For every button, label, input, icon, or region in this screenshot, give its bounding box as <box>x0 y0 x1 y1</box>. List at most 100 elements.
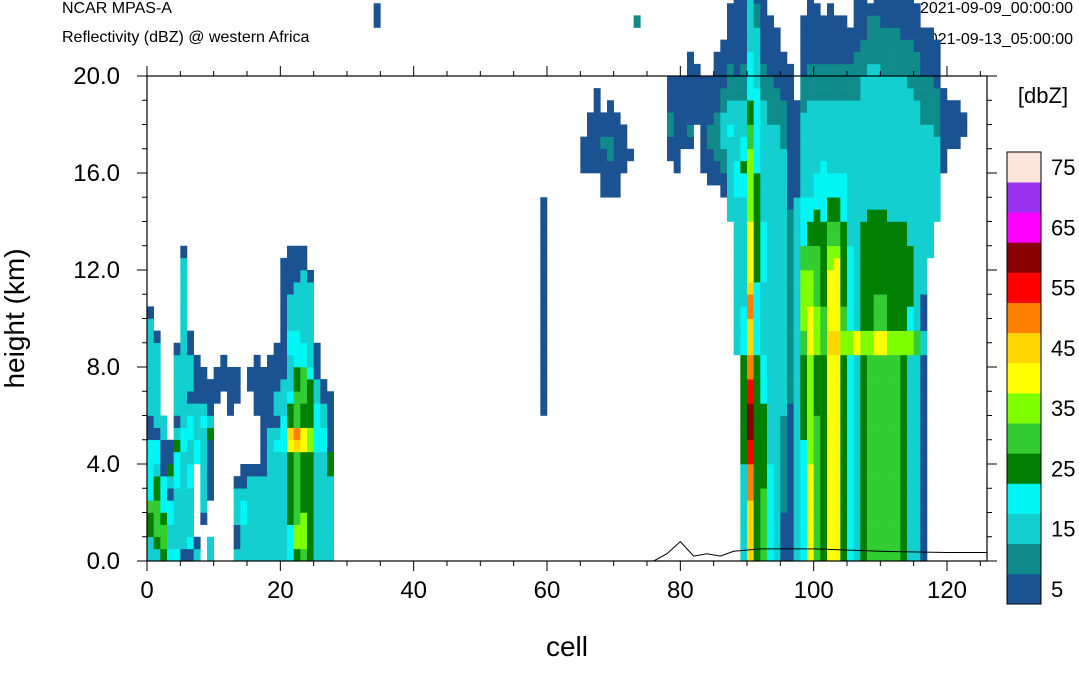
reflectivity-cell <box>167 464 174 477</box>
reflectivity-cell <box>267 439 274 453</box>
reflectivity-cell <box>787 524 794 538</box>
reflectivity-cell <box>373 15 381 28</box>
reflectivity-cell <box>540 379 548 392</box>
reflectivity-cell <box>813 488 821 501</box>
reflectivity-cell <box>820 512 828 525</box>
reflectivity-cell <box>740 51 748 65</box>
reflectivity-cell <box>780 330 788 344</box>
reflectivity-cell <box>200 367 208 380</box>
reflectivity-cell <box>160 548 168 562</box>
reflectivity-cell <box>247 500 254 513</box>
reflectivity-cell <box>873 536 881 550</box>
reflectivity-cell <box>767 88 774 101</box>
reflectivity-cell <box>880 282 888 295</box>
reflectivity-cell <box>253 367 261 380</box>
reflectivity-cell <box>320 391 328 404</box>
reflectivity-cell <box>260 500 268 513</box>
reflectivity-cell <box>307 330 314 344</box>
reflectivity-cell <box>820 476 828 489</box>
reflectivity-cell <box>920 318 928 331</box>
reflectivity-cell <box>300 257 308 271</box>
reflectivity-cell <box>953 124 961 137</box>
reflectivity-cell <box>273 451 281 465</box>
reflectivity-cell <box>827 488 834 501</box>
reflectivity-cell <box>927 124 934 137</box>
reflectivity-cell <box>853 197 861 210</box>
reflectivity-cell <box>740 379 748 392</box>
reflectivity-cell <box>720 160 728 174</box>
reflectivity-cell <box>733 221 741 234</box>
reflectivity-cell <box>907 306 914 319</box>
reflectivity-cell <box>820 160 828 174</box>
reflectivity-cell <box>167 488 174 501</box>
reflectivity-cell <box>740 148 748 162</box>
reflectivity-cell <box>807 39 814 53</box>
reflectivity-cell <box>873 3 881 16</box>
reflectivity-cell <box>760 488 768 501</box>
reflectivity-cell <box>860 185 868 198</box>
reflectivity-cell <box>860 233 868 247</box>
reflectivity-cell <box>907 136 914 150</box>
reflectivity-cell <box>887 403 894 416</box>
reflectivity-cell <box>840 270 848 283</box>
reflectivity-cell <box>153 403 161 416</box>
reflectivity-cell <box>867 112 874 125</box>
reflectivity-cell <box>947 100 954 113</box>
reflectivity-cell <box>807 354 814 368</box>
reflectivity-cell <box>853 39 861 53</box>
reflectivity-cell <box>207 415 214 428</box>
reflectivity-cell <box>887 548 894 562</box>
reflectivity-cell <box>893 476 901 489</box>
reflectivity-cell <box>853 124 861 137</box>
reflectivity-cell <box>853 76 861 89</box>
reflectivity-cell <box>893 160 901 174</box>
reflectivity-cell <box>593 124 601 137</box>
reflectivity-cell <box>867 415 874 428</box>
reflectivity-cell <box>293 367 301 380</box>
reflectivity-cell <box>200 403 208 416</box>
y-tick-label: 16.0 <box>73 160 120 187</box>
reflectivity-cell <box>247 512 254 525</box>
reflectivity-cell <box>913 51 921 65</box>
reflectivity-cell <box>793 282 801 295</box>
reflectivity-cell <box>280 536 288 550</box>
reflectivity-cell <box>760 536 768 550</box>
reflectivity-cell <box>733 282 741 295</box>
reflectivity-cell <box>833 403 841 416</box>
reflectivity-cell <box>720 76 728 89</box>
reflectivity-cell <box>893 427 901 441</box>
reflectivity-cell <box>747 76 754 89</box>
reflectivity-cell <box>927 209 934 222</box>
reflectivity-cell <box>873 548 881 562</box>
reflectivity-cell <box>773 282 781 295</box>
reflectivity-cell <box>760 415 768 428</box>
reflectivity-cell <box>700 124 708 137</box>
reflectivity-cell <box>747 136 754 150</box>
reflectivity-cell <box>927 51 934 65</box>
reflectivity-cell <box>740 100 748 113</box>
reflectivity-cell <box>760 3 768 16</box>
reflectivity-cell <box>833 88 841 101</box>
reflectivity-cell <box>740 27 748 40</box>
reflectivity-cell <box>853 257 861 271</box>
reflectivity-cell <box>833 27 841 40</box>
reflectivity-cell <box>773 524 781 538</box>
reflectivity-cell <box>727 160 734 174</box>
reflectivity-cell <box>733 185 741 198</box>
reflectivity-cell <box>180 464 188 477</box>
reflectivity-cell <box>153 330 161 344</box>
reflectivity-cell <box>747 427 754 441</box>
reflectivity-cell <box>320 536 328 550</box>
reflectivity-cell <box>893 39 901 53</box>
reflectivity-cell <box>827 318 834 331</box>
reflectivity-cell <box>180 257 188 271</box>
reflectivity-cell <box>887 294 894 307</box>
reflectivity-cell <box>767 548 774 562</box>
reflectivity-cell <box>807 173 814 186</box>
reflectivity-cell <box>300 536 308 550</box>
reflectivity-cell <box>793 367 801 380</box>
reflectivity-cell <box>880 391 888 404</box>
reflectivity-cell <box>833 63 841 77</box>
reflectivity-cell <box>773 500 781 513</box>
reflectivity-cell <box>927 63 934 77</box>
